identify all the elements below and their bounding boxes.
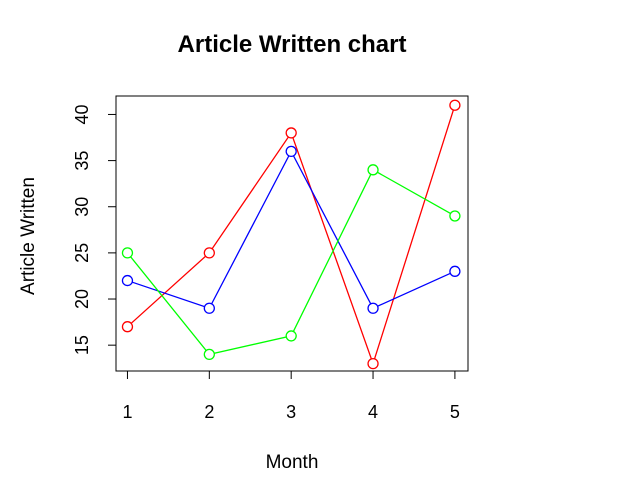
data-point: [367, 302, 379, 314]
x-tick-label: 4: [368, 402, 378, 422]
chart-title: Article Written chart: [178, 31, 407, 58]
x-axis-label: Month: [266, 452, 319, 473]
data-point: [285, 330, 297, 342]
y-tick-label: 15: [72, 335, 92, 355]
axes: 1 2 3 4 5 15 20 25 30 35 40: [72, 104, 460, 422]
data-point: [367, 357, 379, 370]
series-1: [121, 99, 461, 370]
data-point: [203, 348, 215, 361]
series-line: [127, 105, 456, 366]
series-3: [121, 164, 461, 361]
data-point: [285, 127, 297, 139]
y-tick-label: 35: [72, 151, 92, 171]
series-2: [121, 145, 461, 314]
y-tick-label: 40: [72, 104, 92, 124]
x-tick-label: 1: [122, 402, 132, 422]
data-point: [121, 274, 134, 287]
data-point: [121, 321, 134, 333]
x-tick-label: 2: [204, 402, 214, 422]
data-point: [367, 164, 379, 176]
x-tick-label: 3: [286, 402, 296, 422]
data-point: [285, 145, 297, 158]
y-tick-label: 25: [72, 243, 92, 263]
data-point: [203, 302, 215, 314]
data-point: [449, 265, 461, 277]
x-tick-label: 5: [450, 402, 460, 422]
y-tick-label: 20: [72, 289, 92, 309]
series-layer: [121, 99, 461, 370]
data-point: [449, 99, 461, 111]
data-point: [203, 247, 215, 259]
series-line: [127, 149, 456, 310]
y-tick-label: 30: [72, 197, 92, 217]
data-point: [449, 210, 461, 222]
data-point: [121, 247, 134, 259]
y-axis-label: Article Written: [18, 177, 39, 295]
